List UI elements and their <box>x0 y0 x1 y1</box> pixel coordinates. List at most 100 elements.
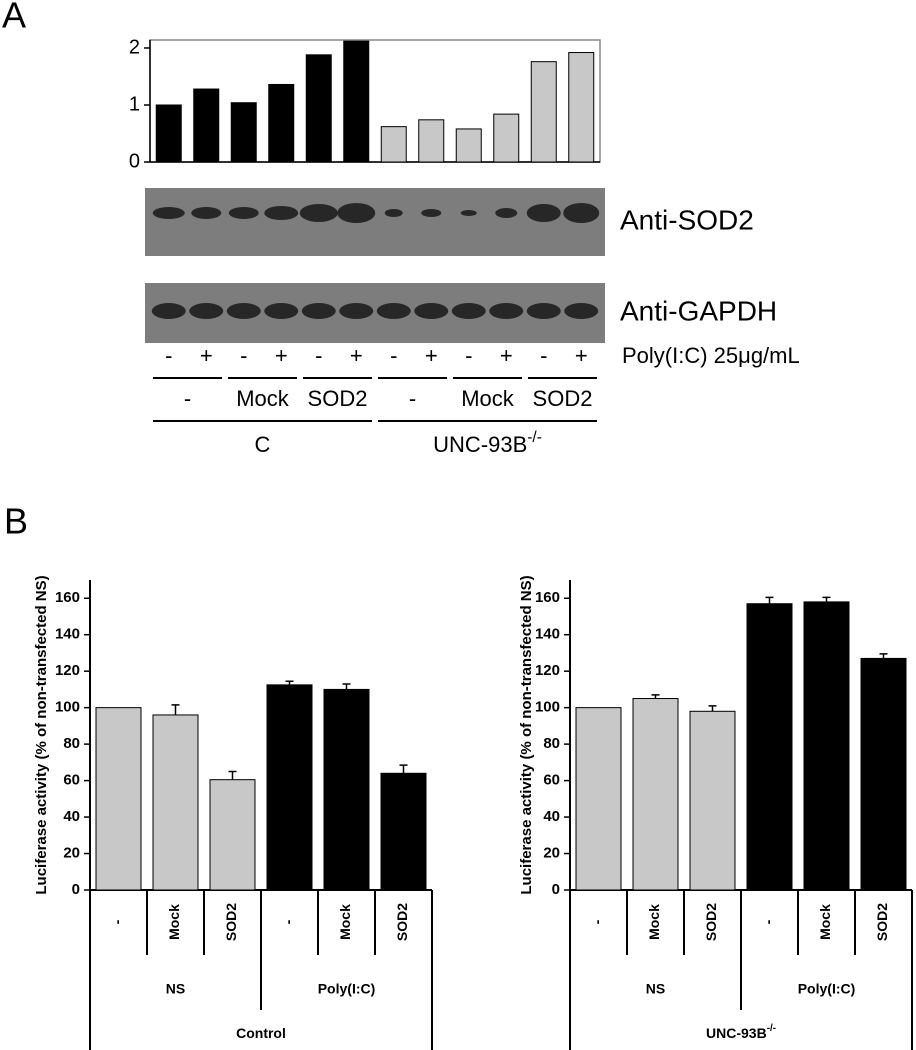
x-tick-label: + <box>575 343 588 368</box>
blot-band <box>189 303 224 319</box>
bar <box>193 88 220 163</box>
x-tick-label: - <box>165 343 172 368</box>
blot-band <box>228 207 259 219</box>
y-tick-label: 100 <box>55 699 80 716</box>
label-text: C <box>255 432 271 457</box>
blot-band <box>151 303 186 319</box>
bar <box>209 779 256 891</box>
bar <box>803 601 850 891</box>
blot-band <box>226 303 261 319</box>
y-tick-label: 20 <box>543 844 560 861</box>
y-tick-label: 160 <box>535 589 560 606</box>
group-label: Poly(I:C) <box>798 981 856 997</box>
bar <box>152 714 199 891</box>
y-tick-label: 120 <box>535 662 560 679</box>
group-label: SOD2 <box>308 386 368 411</box>
y-tick-label: 140 <box>535 626 560 643</box>
label-superscript: -/- <box>767 1023 776 1034</box>
x-tick-label: - <box>280 919 296 924</box>
group-label: - <box>409 386 416 411</box>
x-tick-label: + <box>200 343 213 368</box>
y-tick-label: 120 <box>55 662 80 679</box>
x-tick-label: SOD2 <box>223 903 239 941</box>
error-bar <box>822 596 831 602</box>
bar <box>860 657 907 891</box>
y-tick-label: 160 <box>55 589 80 606</box>
x-tick-label: Mock <box>166 904 182 940</box>
bar <box>689 710 736 891</box>
error-bar <box>765 596 774 604</box>
group-label: - <box>184 386 191 411</box>
bar <box>343 40 370 163</box>
group-label: C <box>255 432 271 457</box>
blot-band <box>526 204 561 222</box>
bar <box>575 707 622 891</box>
x-tick-label: + <box>275 343 288 368</box>
y-axis-title: Luciferase activity (% of non-transfecte… <box>518 575 535 894</box>
blot-label: Anti-SOD2 <box>620 204 754 235</box>
panel-label: B <box>4 501 28 542</box>
x-tick-label: SOD2 <box>874 903 890 941</box>
bar <box>746 603 793 891</box>
bar <box>493 113 520 163</box>
panel-label: A <box>2 0 26 36</box>
group-label: Mock <box>236 386 290 411</box>
blot-band <box>301 303 336 319</box>
y-tick-label: 2 <box>129 36 140 58</box>
blot-image <box>145 188 605 256</box>
category-axis-title: Poly(I:C) 25μg/mL <box>622 343 800 368</box>
error-bar <box>651 694 660 699</box>
bar <box>155 104 182 163</box>
bar <box>380 772 427 891</box>
blot-band <box>191 207 222 219</box>
y-tick-label: 60 <box>63 772 80 789</box>
bar <box>380 126 407 163</box>
x-tick-label: - <box>589 919 605 924</box>
x-tick-label: - <box>240 343 247 368</box>
y-tick-label: 80 <box>63 735 80 752</box>
x-tick-label: - <box>760 919 776 924</box>
x-tick-label: - <box>540 343 547 368</box>
y-tick-label: 40 <box>63 808 80 825</box>
x-tick-label: + <box>500 343 513 368</box>
blot-band <box>564 303 599 319</box>
y-tick-label: 60 <box>543 772 560 789</box>
y-tick-label: 0 <box>72 881 80 898</box>
x-tick-label: + <box>425 343 438 368</box>
bar <box>95 707 142 891</box>
blot-band <box>414 303 449 319</box>
label-text: Control <box>236 1025 286 1041</box>
group-label: SOD2 <box>533 386 593 411</box>
bar <box>323 688 370 891</box>
y-tick-label: 100 <box>535 699 560 716</box>
group-label: Poly(I:C) <box>318 981 376 997</box>
bar <box>455 128 482 163</box>
blot-band <box>152 207 185 219</box>
x-tick-label: - <box>465 343 472 368</box>
label-text: UNC-93B <box>433 432 527 457</box>
bar <box>305 54 332 163</box>
x-tick-label: Mock <box>646 904 662 940</box>
blot-band <box>376 303 411 319</box>
y-tick-label: 140 <box>55 626 80 643</box>
blot-band <box>264 206 299 220</box>
group-label: Mock <box>461 386 515 411</box>
error-bar <box>228 770 237 780</box>
blot-band <box>451 303 486 319</box>
error-bar <box>171 704 180 715</box>
group-label: Control <box>236 1025 286 1041</box>
bar <box>530 61 557 163</box>
label-superscript: -/- <box>527 429 542 446</box>
y-tick-label: 1 <box>129 93 140 115</box>
x-tick-label: + <box>350 343 363 368</box>
bar <box>266 684 313 891</box>
blot-band <box>526 303 561 319</box>
blot-band <box>337 203 376 223</box>
blot-band <box>495 208 518 218</box>
label-text: UNC-93B <box>706 1025 767 1041</box>
y-tick-label: 0 <box>129 150 140 172</box>
group-label: UNC-93B-/- <box>433 429 542 457</box>
x-tick-label: Mock <box>337 904 353 940</box>
y-tick-label: 80 <box>543 735 560 752</box>
bar <box>418 119 445 163</box>
